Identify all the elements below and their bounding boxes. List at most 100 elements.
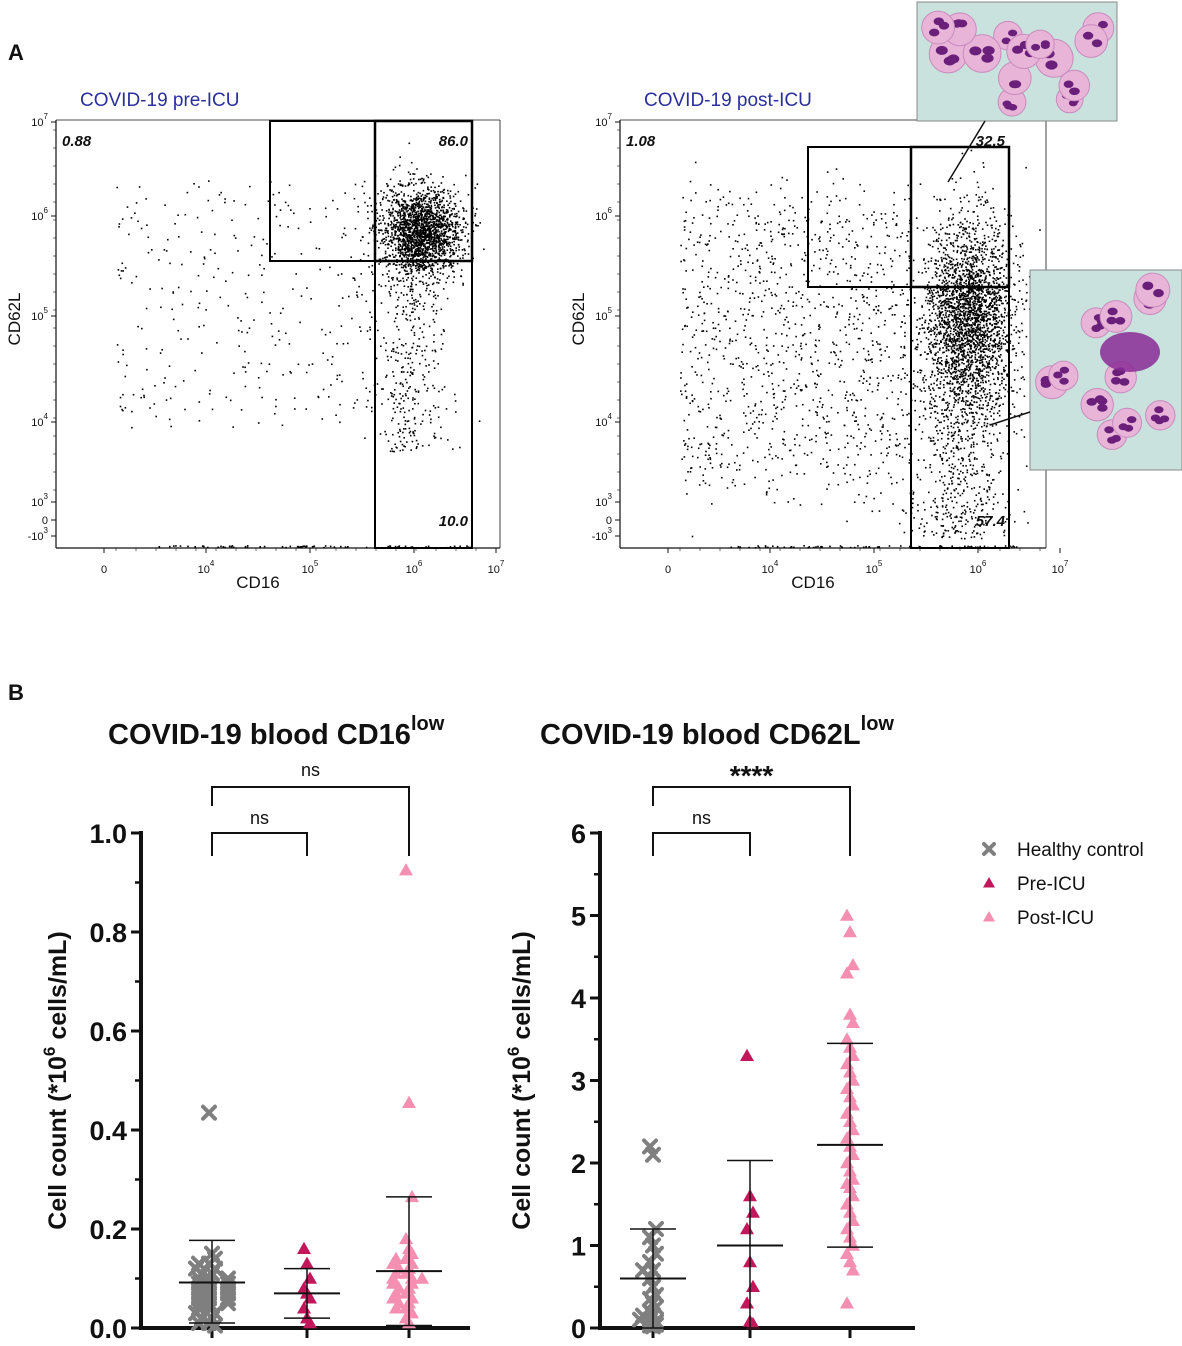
- event-dot: [971, 296, 973, 298]
- event-dot: [393, 284, 395, 287]
- event-dot: [443, 234, 446, 236]
- event-dot: [1004, 296, 1006, 299]
- event-dot: [958, 270, 961, 272]
- event-dot: [171, 308, 173, 311]
- event-dot: [399, 393, 401, 395]
- event-dot: [400, 191, 403, 193]
- event-dot: [986, 442, 989, 444]
- event-dot: [952, 244, 954, 247]
- event-dot: [974, 382, 977, 384]
- event-dot: [940, 376, 943, 378]
- event-dot: [435, 231, 437, 234]
- event-dot: [965, 333, 968, 335]
- event-dot: [944, 376, 947, 378]
- event-dot: [445, 209, 448, 211]
- event-dot: [975, 265, 978, 268]
- event-dot: [963, 315, 966, 317]
- event-dot: [969, 297, 971, 299]
- event-dot: [371, 227, 374, 229]
- event-dot: [974, 238, 976, 241]
- event-dot: [454, 213, 456, 215]
- event-dot: [984, 400, 987, 402]
- event-dot: [935, 231, 938, 234]
- event-dot: [172, 291, 174, 293]
- event-dot: [398, 224, 401, 227]
- event-dot: [439, 272, 442, 274]
- event-dot: [285, 546, 287, 549]
- event-dot: [200, 231, 203, 233]
- event-dot: [418, 200, 421, 203]
- event-dot: [442, 252, 445, 255]
- event-dot: [336, 374, 339, 377]
- event-dot: [964, 374, 967, 377]
- event-dot: [925, 271, 927, 273]
- event-dot: [410, 329, 413, 332]
- event-dot: [440, 223, 443, 226]
- event-dot: [397, 247, 400, 249]
- event-dot: [973, 228, 975, 231]
- event-dot: [417, 231, 419, 234]
- event-dot: [955, 268, 957, 270]
- event-dot: [968, 278, 970, 280]
- event-dot: [955, 281, 957, 284]
- event-dot: [389, 215, 392, 217]
- event-dot: [924, 267, 926, 270]
- event-dot: [944, 370, 947, 372]
- event-dot: [985, 299, 987, 301]
- event-dot: [432, 247, 434, 249]
- event-dot: [416, 305, 418, 307]
- event-dot: [941, 282, 943, 284]
- event-dot: [980, 394, 982, 397]
- event-dot: [401, 229, 404, 232]
- event-dot: [397, 431, 399, 434]
- event-dot: [403, 400, 405, 402]
- event-dot: [965, 266, 967, 268]
- event-dot: [187, 338, 189, 340]
- event-dot: [983, 204, 985, 206]
- event-dot: [437, 193, 439, 196]
- event-dot: [958, 365, 960, 367]
- event-dot: [978, 222, 980, 225]
- event-dot: [990, 314, 992, 316]
- event-dot: [998, 299, 1001, 302]
- event-dot: [406, 390, 409, 392]
- event-dot: [419, 295, 422, 298]
- event-dot: [439, 279, 441, 281]
- event-dot: [945, 314, 947, 316]
- event-dot: [442, 288, 445, 290]
- event-dot: [404, 252, 407, 254]
- event-dot: [429, 235, 432, 237]
- event-dot: [391, 232, 393, 234]
- event-dot: [442, 343, 444, 345]
- event-dot: [421, 331, 424, 333]
- event-dot: [978, 304, 980, 307]
- event-dot: [225, 396, 228, 399]
- event-dot: [472, 230, 475, 232]
- event-dot: [369, 311, 371, 314]
- event-dot: [944, 232, 947, 235]
- event-dot: [404, 185, 407, 187]
- event-dot: [453, 276, 455, 278]
- event-dot: [960, 436, 962, 438]
- event-dot: [975, 337, 978, 339]
- event-dot: [995, 239, 997, 242]
- event-dot: [357, 211, 360, 213]
- event-dot: [978, 196, 980, 199]
- event-dot: [981, 413, 984, 416]
- event-dot: [400, 263, 403, 266]
- event-dot: [424, 349, 426, 352]
- event-dot: [417, 390, 420, 392]
- event-dot: [414, 221, 417, 224]
- event-dot: [425, 282, 428, 284]
- event-dot: [931, 277, 934, 279]
- event-dot: [401, 185, 404, 187]
- event-dot: [442, 273, 444, 275]
- event-dot: [433, 218, 436, 220]
- event-dot: [971, 282, 973, 285]
- event-dot: [968, 200, 970, 203]
- event-dot: [942, 304, 945, 307]
- event-dot: [253, 319, 255, 321]
- event-dot: [956, 348, 959, 350]
- event-dot: [467, 233, 470, 235]
